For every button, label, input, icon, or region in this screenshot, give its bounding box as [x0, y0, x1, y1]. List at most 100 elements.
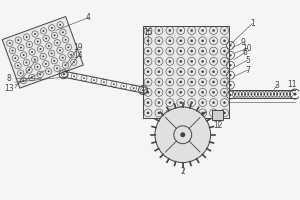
Circle shape [229, 64, 232, 66]
Circle shape [223, 60, 226, 63]
Circle shape [190, 29, 193, 32]
Circle shape [34, 33, 36, 35]
Circle shape [283, 93, 285, 95]
Circle shape [73, 75, 75, 77]
Circle shape [14, 57, 16, 59]
Polygon shape [2, 17, 83, 88]
Text: 7: 7 [245, 66, 250, 75]
Text: 13: 13 [4, 84, 14, 93]
Circle shape [212, 50, 215, 52]
Circle shape [223, 70, 226, 73]
Circle shape [158, 91, 160, 94]
Circle shape [169, 101, 171, 104]
Circle shape [190, 112, 193, 114]
Circle shape [201, 101, 204, 104]
Circle shape [48, 45, 50, 47]
Circle shape [53, 60, 55, 62]
Circle shape [133, 87, 135, 89]
Circle shape [201, 81, 204, 83]
Circle shape [238, 93, 240, 95]
Circle shape [158, 81, 160, 83]
Circle shape [64, 64, 66, 66]
Circle shape [179, 39, 182, 42]
Circle shape [169, 91, 171, 94]
Text: 8: 8 [7, 74, 11, 83]
Circle shape [212, 112, 215, 114]
Circle shape [212, 91, 215, 94]
Circle shape [212, 60, 215, 63]
Circle shape [17, 65, 19, 67]
Text: 12: 12 [213, 121, 222, 130]
Circle shape [155, 107, 211, 163]
Circle shape [45, 63, 47, 65]
Circle shape [266, 93, 268, 95]
Circle shape [42, 30, 44, 32]
Circle shape [212, 101, 215, 104]
Circle shape [223, 50, 226, 52]
Bar [143, 26, 230, 118]
Circle shape [179, 91, 182, 94]
Circle shape [234, 93, 236, 95]
Text: 1: 1 [250, 19, 255, 28]
Circle shape [83, 77, 85, 79]
Circle shape [201, 91, 204, 94]
Circle shape [147, 29, 149, 32]
Circle shape [158, 29, 160, 32]
Circle shape [201, 60, 204, 63]
Circle shape [179, 29, 182, 32]
Circle shape [59, 24, 61, 26]
Circle shape [59, 49, 61, 51]
Circle shape [179, 101, 182, 104]
Circle shape [169, 70, 171, 73]
Circle shape [212, 39, 215, 42]
Circle shape [179, 60, 182, 63]
Circle shape [22, 80, 24, 81]
Circle shape [143, 89, 145, 91]
Circle shape [70, 54, 72, 56]
Circle shape [26, 62, 27, 64]
Circle shape [190, 81, 193, 83]
Circle shape [56, 42, 58, 44]
Text: 5: 5 [245, 56, 250, 65]
Circle shape [247, 93, 249, 95]
Circle shape [254, 93, 256, 95]
Circle shape [51, 52, 52, 54]
Circle shape [20, 72, 22, 74]
Text: 6: 6 [243, 48, 248, 57]
Circle shape [37, 40, 39, 42]
Circle shape [229, 94, 232, 96]
Circle shape [169, 60, 171, 63]
Circle shape [158, 50, 160, 52]
Circle shape [20, 47, 22, 49]
Circle shape [279, 93, 281, 95]
Circle shape [257, 93, 259, 95]
Circle shape [158, 60, 160, 63]
Circle shape [48, 70, 50, 72]
Circle shape [190, 101, 193, 104]
Circle shape [9, 42, 11, 44]
Circle shape [17, 39, 19, 41]
Circle shape [223, 29, 226, 32]
Text: 14: 14 [74, 51, 83, 60]
Circle shape [68, 46, 69, 48]
Text: 15: 15 [143, 28, 153, 37]
Circle shape [212, 70, 215, 73]
Circle shape [12, 50, 13, 52]
Circle shape [62, 57, 64, 59]
Circle shape [26, 36, 28, 38]
Circle shape [190, 70, 193, 73]
Circle shape [147, 101, 149, 104]
Circle shape [147, 60, 149, 63]
Circle shape [23, 54, 25, 56]
Circle shape [260, 93, 262, 95]
Circle shape [179, 50, 182, 52]
Circle shape [273, 93, 275, 95]
Circle shape [201, 39, 204, 42]
Circle shape [286, 93, 288, 95]
Circle shape [169, 81, 171, 83]
Circle shape [147, 91, 149, 94]
Circle shape [51, 27, 53, 29]
Circle shape [65, 39, 67, 41]
Text: 19: 19 [74, 43, 83, 52]
Circle shape [190, 50, 193, 52]
